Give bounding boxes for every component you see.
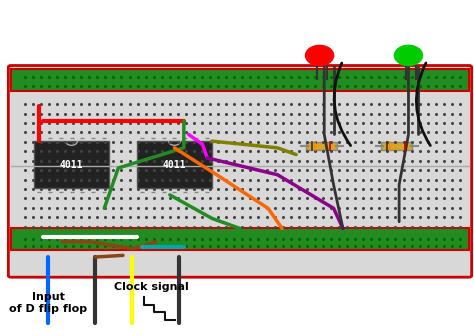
FancyBboxPatch shape (9, 66, 472, 277)
Circle shape (394, 45, 422, 66)
Text: 4011: 4011 (163, 160, 186, 170)
Text: Clock signal: Clock signal (114, 282, 189, 292)
Bar (11, 69, 469, 91)
Text: 4011: 4011 (60, 160, 83, 170)
Bar (307, 142, 337, 150)
Text: Input
of D flip flop: Input of D flip flop (9, 292, 87, 314)
Bar (137, 141, 212, 188)
Circle shape (306, 45, 334, 66)
Bar (382, 142, 412, 150)
Bar (34, 141, 109, 188)
Bar (11, 228, 469, 250)
